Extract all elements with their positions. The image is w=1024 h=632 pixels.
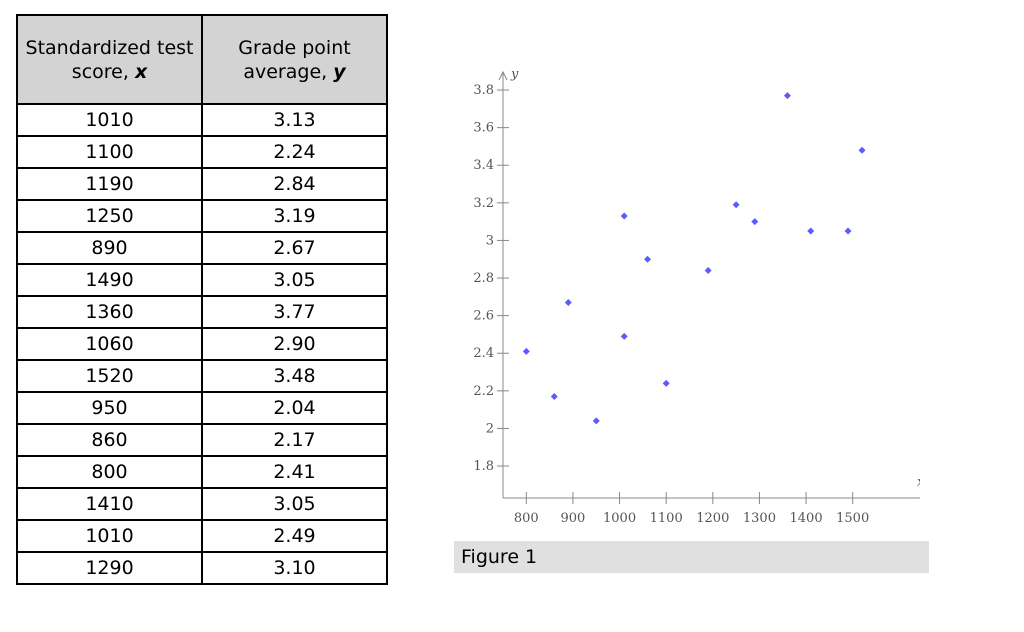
header-x-line2: score, xyxy=(71,60,135,83)
data-point xyxy=(704,267,712,275)
data-point xyxy=(807,227,815,235)
x-tick-label: 800 xyxy=(514,511,539,526)
data-point xyxy=(592,417,600,425)
data-point xyxy=(858,146,866,154)
table-row: 1410 3.05 xyxy=(16,487,388,521)
data-point xyxy=(522,347,530,355)
x-tick-label: 1500 xyxy=(836,511,869,526)
header-x: Standardized test score, x xyxy=(16,14,203,105)
x-tick-label: 1000 xyxy=(603,511,636,526)
table-row: 950 2.04 xyxy=(16,391,388,425)
cell-y: 2.17 xyxy=(201,423,388,457)
y-tick-label: 2.4 xyxy=(473,346,494,361)
cell-y: 2.04 xyxy=(201,391,388,425)
data-point xyxy=(751,218,759,226)
table-row: 800 2.41 xyxy=(16,455,388,489)
cell-y: 3.13 xyxy=(201,103,388,137)
y-tick-label: 2.6 xyxy=(473,309,494,324)
table-row: 1100 2.24 xyxy=(16,135,388,169)
cell-x: 1100 xyxy=(16,135,203,169)
table-row: 1360 3.77 xyxy=(16,295,388,329)
x-tick-label: 1200 xyxy=(696,511,729,526)
cell-y: 2.24 xyxy=(201,135,388,169)
cell-x: 1060 xyxy=(16,327,203,361)
cell-y: 3.05 xyxy=(201,487,388,521)
cell-y: 2.90 xyxy=(201,327,388,361)
cell-x: 1190 xyxy=(16,167,203,201)
cell-y: 3.19 xyxy=(201,199,388,233)
y-axis-arrow xyxy=(498,70,508,81)
cell-x: 950 xyxy=(16,391,203,425)
y-tick-label: 3.2 xyxy=(473,196,494,211)
header-y-var: y xyxy=(333,60,346,83)
cell-x: 1290 xyxy=(16,551,203,585)
data-point xyxy=(620,332,628,340)
y-tick-label: 3 xyxy=(486,233,494,248)
data-point xyxy=(550,392,558,400)
header-x-line1: Standardized test xyxy=(25,36,194,59)
data-point xyxy=(732,201,740,209)
cell-x: 1010 xyxy=(16,103,203,137)
y-tick-label: 3.6 xyxy=(473,121,494,136)
x-tick-label: 900 xyxy=(561,511,586,526)
table-row: 1290 3.10 xyxy=(16,551,388,585)
table-row: 1190 2.84 xyxy=(16,167,388,201)
data-point xyxy=(783,92,791,100)
scatter-chart: y x 1.8 2 2.2 2.4 2.6 2.8 3 3.2 3.4 3.6 3.8 800 900 100… xyxy=(473,67,920,526)
x-tick-label: 1400 xyxy=(790,511,823,526)
cell-x: 1520 xyxy=(16,359,203,393)
cell-x: 1490 xyxy=(16,263,203,297)
cell-y: 3.77 xyxy=(201,295,388,329)
header-x-var: x xyxy=(134,60,148,83)
x-tick-label: 1100 xyxy=(650,511,683,526)
cell-y: 2.41 xyxy=(201,455,388,489)
table-row: 1010 3.13 xyxy=(16,103,388,137)
data-point xyxy=(564,298,572,306)
cell-y: 3.48 xyxy=(201,359,388,393)
x-axis-label: x xyxy=(917,475,920,490)
table-header-row: Standardized test score, x Grade point a… xyxy=(16,14,388,105)
cell-x: 1410 xyxy=(16,487,203,521)
cell-y: 3.10 xyxy=(201,551,388,585)
header-y: Grade point average, y xyxy=(201,14,388,105)
table-row: 1520 3.48 xyxy=(16,359,388,393)
cell-y: 2.49 xyxy=(201,519,388,553)
data-point xyxy=(620,212,628,220)
table-body: 1010 3.13 1100 2.24 1190 2.84 1250 3.19 890 2.67 1… xyxy=(16,103,388,585)
figure-caption: Figure 1 xyxy=(454,541,929,573)
data-point xyxy=(844,227,852,235)
y-tick-label: 2.8 xyxy=(473,271,494,286)
table-row: 860 2.17 xyxy=(16,423,388,457)
data-table: Standardized test score, x Grade point a… xyxy=(16,14,388,585)
table-row: 1010 2.49 xyxy=(16,519,388,553)
y-axis-label: y xyxy=(510,67,519,82)
y-tick-label: 1.8 xyxy=(473,459,494,474)
data-point xyxy=(644,255,652,263)
y-tick-label: 3.4 xyxy=(473,158,494,173)
table-row: 890 2.67 xyxy=(16,231,388,265)
cell-x: 860 xyxy=(16,423,203,457)
cell-x: 1250 xyxy=(16,199,203,233)
y-tick-label: 2.2 xyxy=(473,384,494,399)
header-y-line2: average, xyxy=(243,60,334,83)
table-row: 1490 3.05 xyxy=(16,263,388,297)
y-tick-label: 3.8 xyxy=(473,83,494,98)
cell-y: 3.05 xyxy=(201,263,388,297)
table-row: 1060 2.90 xyxy=(16,327,388,361)
cell-x: 890 xyxy=(16,231,203,265)
x-tick-label: 1300 xyxy=(743,511,776,526)
data-point xyxy=(662,379,670,387)
cell-y: 2.67 xyxy=(201,231,388,265)
cell-x: 1010 xyxy=(16,519,203,553)
cell-x: 1360 xyxy=(16,295,203,329)
cell-x: 800 xyxy=(16,455,203,489)
cell-y: 2.84 xyxy=(201,167,388,201)
header-y-line1: Grade point xyxy=(238,36,351,59)
y-tick-label: 2 xyxy=(486,421,494,436)
table-row: 1250 3.19 xyxy=(16,199,388,233)
